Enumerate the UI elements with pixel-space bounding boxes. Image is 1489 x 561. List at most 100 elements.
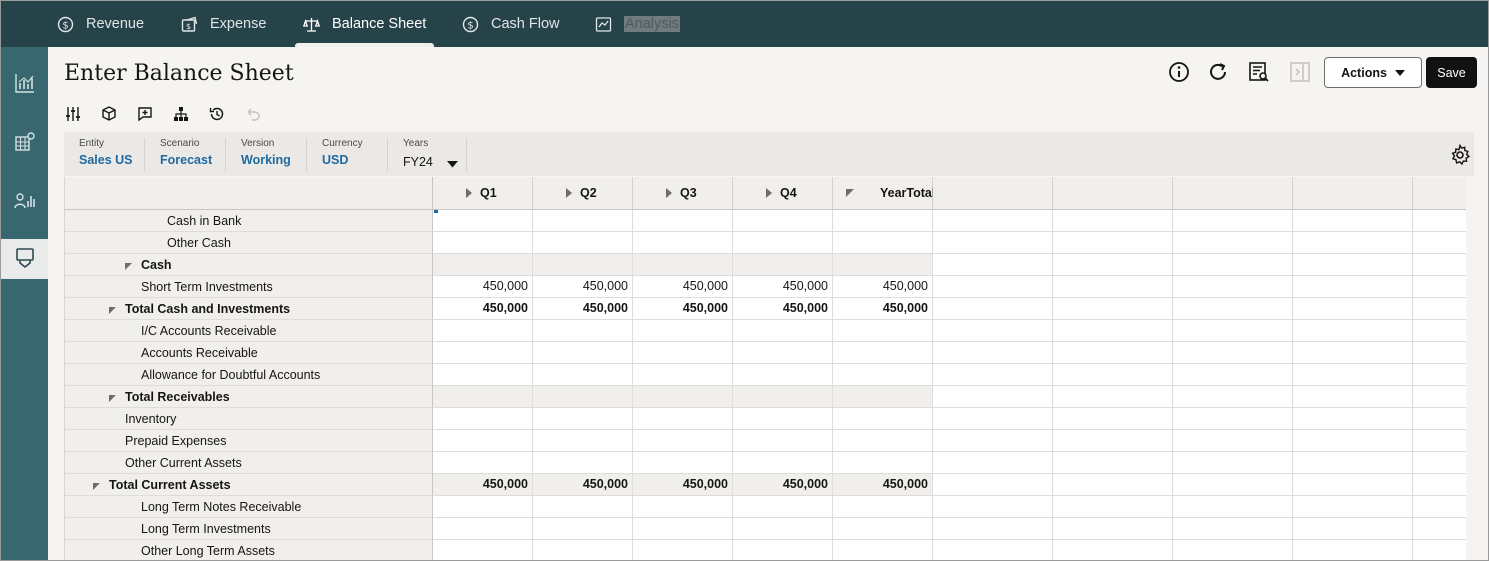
data-cell[interactable]	[833, 430, 933, 452]
data-cell[interactable]	[433, 210, 533, 232]
data-cell[interactable]	[633, 518, 733, 540]
data-cell[interactable]	[633, 496, 733, 518]
data-cell[interactable]	[433, 320, 533, 342]
collapse-icon[interactable]	[125, 262, 132, 270]
data-cell[interactable]	[833, 540, 933, 560]
rail-item-data[interactable]	[1, 123, 48, 163]
data-cell[interactable]	[533, 518, 633, 540]
years-dropdown[interactable]: FY24	[403, 153, 466, 171]
expand-icon[interactable]	[666, 188, 672, 198]
row-header[interactable]: Long Term Investments	[65, 518, 433, 540]
data-cell[interactable]: 450,000	[433, 298, 533, 320]
data-cell[interactable]	[733, 430, 833, 452]
refresh-icon[interactable]	[1207, 61, 1229, 83]
data-cell[interactable]	[533, 364, 633, 386]
pov-version[interactable]: Version Working	[226, 138, 307, 172]
data-cell[interactable]	[833, 210, 933, 232]
hierarchy-icon[interactable]	[172, 105, 190, 123]
data-cell[interactable]	[533, 342, 633, 364]
data-cell[interactable]: 450,000	[833, 298, 933, 320]
data-cell[interactable]	[433, 232, 533, 254]
pov-scenario[interactable]: Scenario Forecast	[145, 138, 226, 172]
tab-balance-sheet[interactable]: Balance Sheet	[294, 1, 435, 47]
expand-icon[interactable]	[566, 188, 572, 198]
data-cell[interactable]: 450,000	[533, 298, 633, 320]
row-header[interactable]: Total Current Assets	[65, 474, 433, 496]
column-header-q4[interactable]: Q4	[733, 177, 833, 210]
data-cell[interactable]	[533, 496, 633, 518]
data-cell[interactable]	[733, 496, 833, 518]
data-cell[interactable]	[833, 320, 933, 342]
data-cell[interactable]	[533, 540, 633, 560]
data-cell[interactable]	[733, 232, 833, 254]
data-cell[interactable]: 450,000	[433, 474, 533, 496]
data-cell[interactable]	[533, 254, 633, 276]
rail-item-forms[interactable]	[1, 239, 48, 279]
data-cell[interactable]: 450,000	[833, 276, 933, 298]
row-header[interactable]: Cash in Bank	[65, 210, 433, 232]
data-cell[interactable]	[533, 232, 633, 254]
data-cell[interactable]: 450,000	[733, 276, 833, 298]
pov-years[interactable]: Years FY24	[388, 138, 467, 172]
data-cell[interactable]	[433, 254, 533, 276]
data-cell[interactable]	[433, 430, 533, 452]
rail-item-dashboard[interactable]	[1, 64, 48, 104]
data-cell[interactable]	[633, 408, 733, 430]
expand-icon[interactable]	[466, 188, 472, 198]
data-cell[interactable]	[833, 496, 933, 518]
row-header[interactable]: Prepaid Expenses	[65, 430, 433, 452]
row-header[interactable]: Cash	[65, 254, 433, 276]
undo-icon[interactable]	[244, 105, 262, 123]
data-cell[interactable]	[833, 254, 933, 276]
expand-icon[interactable]	[766, 188, 772, 198]
data-cell[interactable]	[833, 232, 933, 254]
data-cell[interactable]	[833, 452, 933, 474]
data-cell[interactable]	[633, 232, 733, 254]
data-cell[interactable]	[733, 364, 833, 386]
data-cell[interactable]	[533, 386, 633, 408]
data-cell[interactable]	[733, 452, 833, 474]
data-cell[interactable]: 450,000	[533, 276, 633, 298]
data-cell[interactable]	[433, 452, 533, 474]
save-button[interactable]: Save	[1426, 57, 1477, 88]
row-header[interactable]: Short Term Investments	[65, 276, 433, 298]
data-cell[interactable]: 450,000	[433, 276, 533, 298]
data-cell[interactable]	[733, 210, 833, 232]
column-header-yeartotal[interactable]: YearTotal	[833, 177, 935, 210]
row-header[interactable]: Allowance for Doubtful Accounts	[65, 364, 433, 386]
data-cell[interactable]	[533, 408, 633, 430]
data-cell[interactable]	[633, 386, 733, 408]
tab-cash-flow[interactable]: $ Cash Flow	[462, 1, 560, 47]
data-cell[interactable]	[433, 386, 533, 408]
sliders-icon[interactable]	[64, 105, 82, 123]
rail-item-analysis[interactable]	[1, 181, 48, 221]
data-cell[interactable]: 450,000	[533, 474, 633, 496]
history-icon[interactable]	[208, 105, 226, 123]
data-cell[interactable]	[833, 342, 933, 364]
row-header[interactable]: Other Cash	[65, 232, 433, 254]
data-cell[interactable]	[533, 320, 633, 342]
row-header[interactable]: I/C Accounts Receivable	[65, 320, 433, 342]
collapse-icon[interactable]	[846, 189, 854, 197]
collapse-icon[interactable]	[109, 306, 116, 314]
info-icon[interactable]	[1168, 61, 1190, 83]
add-comment-icon[interactable]	[136, 105, 154, 123]
collapse-icon[interactable]	[109, 394, 116, 402]
row-header[interactable]: Total Cash and Investments	[65, 298, 433, 320]
column-header-q2[interactable]: Q2	[533, 177, 633, 210]
data-cell[interactable]	[733, 320, 833, 342]
data-cell[interactable]	[733, 408, 833, 430]
settings-gear-icon[interactable]	[1449, 143, 1471, 166]
data-cell[interactable]	[533, 430, 633, 452]
data-cell[interactable]: 450,000	[733, 298, 833, 320]
data-cell[interactable]	[633, 342, 733, 364]
pov-entity[interactable]: Entity Sales US	[64, 138, 145, 172]
tab-analysis[interactable]: Analysis	[595, 1, 680, 47]
data-cell[interactable]	[833, 408, 933, 430]
data-cell[interactable]	[433, 518, 533, 540]
data-cell[interactable]	[533, 452, 633, 474]
data-cell[interactable]	[433, 540, 533, 560]
data-cell[interactable]	[733, 540, 833, 560]
data-cell[interactable]	[733, 254, 833, 276]
data-cell[interactable]	[833, 518, 933, 540]
